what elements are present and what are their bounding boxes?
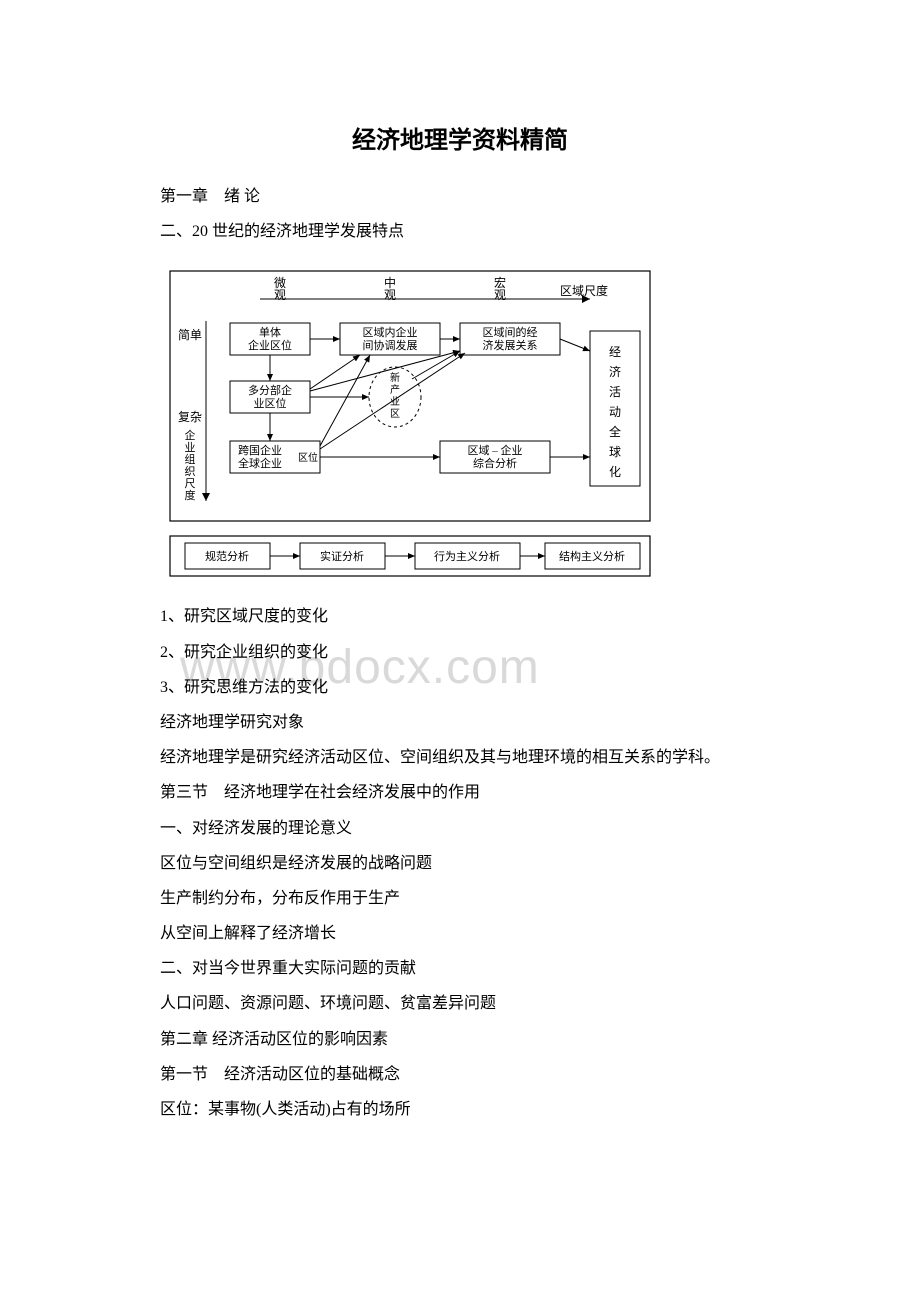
svg-text:区域尺度: 区域尺度 <box>560 283 608 298</box>
svg-text:复杂: 复杂 <box>178 410 202 424</box>
svg-text:业: 业 <box>185 441 196 454</box>
svg-text:度: 度 <box>185 488 196 502</box>
body-line: 从空间上解释了经济增长 <box>160 916 760 951</box>
svg-text:企: 企 <box>185 428 196 442</box>
body-line: 第二章 经济活动区位的影响因素 <box>160 1022 760 1057</box>
body-line: 经济地理学是研究经济活动区位、空间组织及其与地理环境的相互关系的学科。 <box>160 740 760 775</box>
body-line: 2、研究企业组织的变化 <box>160 635 760 670</box>
body-line: 人口问题、资源问题、环境问题、贫富差异问题 <box>160 986 760 1021</box>
svg-text:多分部企: 多分部企 <box>248 383 292 397</box>
svg-text:规范分析: 规范分析 <box>205 549 249 563</box>
svg-text:简单: 简单 <box>178 328 202 342</box>
body-line: 经济地理学研究对象 <box>160 705 760 740</box>
body-line: 二、对当今世界重大实际问题的贡献 <box>160 951 760 986</box>
page-title: 经济地理学资料精简 <box>160 120 760 155</box>
svg-text:区域间的经: 区域间的经 <box>483 325 538 339</box>
body-line: 1、研究区域尺度的变化 <box>160 599 760 634</box>
svg-text:活: 活 <box>609 385 621 399</box>
body-line: 第一节 经济活动区位的基础概念 <box>160 1057 760 1092</box>
svg-text:跨国企业: 跨国企业 <box>238 443 282 457</box>
svg-text:实证分析: 实证分析 <box>320 549 364 563</box>
svg-text:全: 全 <box>609 424 621 439</box>
body-line: 第三节 经济地理学在社会经济发展中的作用 <box>160 775 760 810</box>
svg-text:间协调发展: 间协调发展 <box>363 338 418 352</box>
svg-text:观: 观 <box>274 288 286 302</box>
svg-text:观: 观 <box>384 288 396 302</box>
svg-text:区: 区 <box>390 408 400 420</box>
body-line: 生产制约分布，分布反作用于生产 <box>160 881 760 916</box>
body-line: 区位与空间组织是经济发展的战略问题 <box>160 846 760 881</box>
svg-text:业区位: 业区位 <box>254 396 287 410</box>
body-line: 第一章 绪 论 <box>160 179 760 214</box>
body-line: 二、20 世纪的经济地理学发展特点 <box>160 214 760 249</box>
svg-text:织: 织 <box>185 465 196 478</box>
svg-text:济: 济 <box>609 364 621 379</box>
svg-text:观: 观 <box>494 288 506 302</box>
svg-text:单体: 单体 <box>259 325 281 339</box>
svg-text:行为主义分析: 行为主义分析 <box>434 549 500 563</box>
concept-diagram: 微 观 中 观 宏 观 区域尺度 简单 复杂 企 业 组 织 尺 度 单体 企业… <box>160 261 660 581</box>
svg-text:区位: 区位 <box>298 451 318 464</box>
svg-text:组: 组 <box>185 452 196 466</box>
svg-text:动: 动 <box>609 405 621 419</box>
svg-text:企业区位: 企业区位 <box>248 338 292 352</box>
svg-text:新: 新 <box>390 371 400 384</box>
svg-text:化: 化 <box>609 465 621 479</box>
svg-text:区域 – 企业: 区域 – 企业 <box>468 443 523 457</box>
document-content: 经济地理学资料精简 第一章 绪 论 二、20 世纪的经济地理学发展特点 微 观 … <box>160 120 760 1127</box>
diagram-container: 微 观 中 观 宏 观 区域尺度 简单 复杂 企 业 组 织 尺 度 单体 企业… <box>160 261 760 581</box>
body-line: 一、对经济发展的理论意义 <box>160 811 760 846</box>
svg-text:综合分析: 综合分析 <box>473 456 517 470</box>
svg-text:产: 产 <box>390 383 400 396</box>
svg-text:济发展关系: 济发展关系 <box>483 338 538 352</box>
svg-text:结构主义分析: 结构主义分析 <box>559 549 625 563</box>
body-line: 区位：某事物(人类活动)占有的场所 <box>160 1092 760 1127</box>
svg-text:区域内企业: 区域内企业 <box>363 325 418 339</box>
svg-text:尺: 尺 <box>185 478 196 490</box>
svg-text:全球企业: 全球企业 <box>238 456 282 470</box>
svg-text:球: 球 <box>609 445 621 459</box>
svg-text:经: 经 <box>609 345 621 359</box>
body-line: 3、研究思维方法的变化 <box>160 670 760 705</box>
